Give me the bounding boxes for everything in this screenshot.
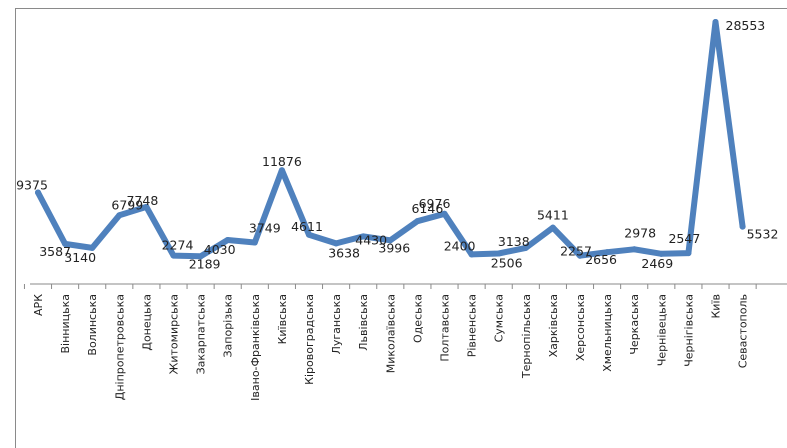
data-label: 2547 — [668, 231, 700, 246]
x-tick-label: Київська — [276, 294, 289, 344]
data-point — [278, 167, 285, 174]
data-label: 3587 — [39, 244, 71, 259]
data-label: 2189 — [189, 256, 221, 271]
data-point — [468, 251, 475, 258]
x-tick-label: Миколаївська — [384, 294, 397, 373]
data-point — [224, 236, 231, 243]
x-tick-label: Херсонська — [574, 294, 587, 361]
series-line-group — [35, 19, 746, 260]
x-tick-label: Рівненська — [466, 294, 479, 357]
data-point — [495, 250, 502, 257]
data-point — [306, 231, 312, 238]
data-point — [549, 224, 556, 231]
data-point — [35, 189, 41, 196]
x-tick-label: Черкаська — [628, 294, 641, 355]
data-label: 2469 — [641, 256, 673, 271]
data-point — [441, 210, 448, 217]
data-label: 28553 — [726, 18, 766, 33]
data-point — [631, 246, 638, 253]
x-tick-label: Одеська — [411, 294, 424, 343]
data-label: 5532 — [747, 227, 779, 242]
data-label: 2656 — [585, 252, 617, 267]
x-tick-label: Хмельницька — [601, 294, 614, 372]
x-tick-label: Запорізька — [222, 294, 235, 357]
data-point — [333, 240, 340, 247]
x-tick-label: Севастополь — [737, 294, 750, 368]
chart-frame — [15, 8, 787, 448]
data-point — [62, 240, 69, 247]
data-label: 9375 — [16, 177, 48, 192]
x-tick-label: Волинська — [86, 294, 99, 356]
data-label: 6976 — [419, 196, 451, 211]
data-point — [197, 253, 204, 260]
data-label: 2257 — [560, 244, 592, 259]
data-point — [143, 203, 150, 210]
data-label: 3638 — [328, 245, 360, 260]
x-tick-label: Полтавська — [439, 294, 452, 362]
x-tick-label: Сумська — [493, 294, 506, 342]
data-label: 3138 — [498, 234, 530, 249]
data-point — [89, 244, 96, 251]
data-label: 2978 — [624, 225, 656, 240]
data-point — [685, 250, 692, 257]
data-point — [251, 239, 258, 246]
data-label: 4611 — [291, 219, 323, 234]
data-point — [116, 212, 123, 219]
data-point — [658, 250, 665, 257]
x-tick-label: Київ — [710, 294, 723, 319]
data-point — [604, 249, 611, 256]
data-label: 2506 — [491, 256, 523, 271]
x-tick-label: Дніпропетровська — [113, 294, 126, 400]
x-tick-label: Закарпатська — [195, 294, 208, 374]
x-tick-label: Вінницька — [59, 294, 72, 354]
data-label: 2274 — [162, 238, 194, 253]
x-tick-label: Чернігівська — [682, 294, 695, 367]
data-label: 3749 — [249, 220, 281, 235]
data-label: 2400 — [444, 238, 476, 253]
data-point — [577, 252, 583, 259]
x-tick-labels: АРК Вінницька Волинська Дніпропетровська Дон… — [32, 294, 750, 401]
data-label: 6146 — [411, 201, 443, 216]
series-line — [35, 19, 746, 260]
data-point — [414, 218, 421, 225]
data-label: 7748 — [126, 193, 158, 208]
x-tick-label: Донецька — [140, 294, 153, 351]
x-tick-label: АРК — [32, 294, 45, 316]
data-point — [712, 19, 719, 25]
data-label: 11876 — [262, 154, 302, 169]
data-point — [522, 244, 529, 251]
data-label: 4430 — [355, 232, 387, 247]
data-point — [170, 252, 177, 259]
x-axis — [23, 283, 787, 289]
data-label: 4030 — [204, 242, 236, 257]
data-label: 3996 — [378, 240, 410, 255]
x-tick-label: Івано-Франківська — [249, 294, 262, 401]
x-tick-label: Львівська — [357, 294, 370, 351]
x-tick-label: Тернопільська — [520, 294, 533, 379]
data-label: 3140 — [64, 250, 96, 265]
x-tick-label: Житомирська — [168, 294, 181, 374]
data-point — [360, 233, 367, 240]
data-label: 6799 — [111, 197, 143, 212]
x-tick-label: Чернівецька — [655, 294, 668, 366]
x-tick-label: Кіровоградська — [303, 294, 316, 385]
x-tick-label: Луганська — [330, 294, 343, 354]
data-point — [387, 237, 394, 244]
data-point — [739, 223, 746, 230]
x-tick-label: Харківська — [547, 294, 560, 357]
data-label: 5411 — [537, 208, 569, 223]
